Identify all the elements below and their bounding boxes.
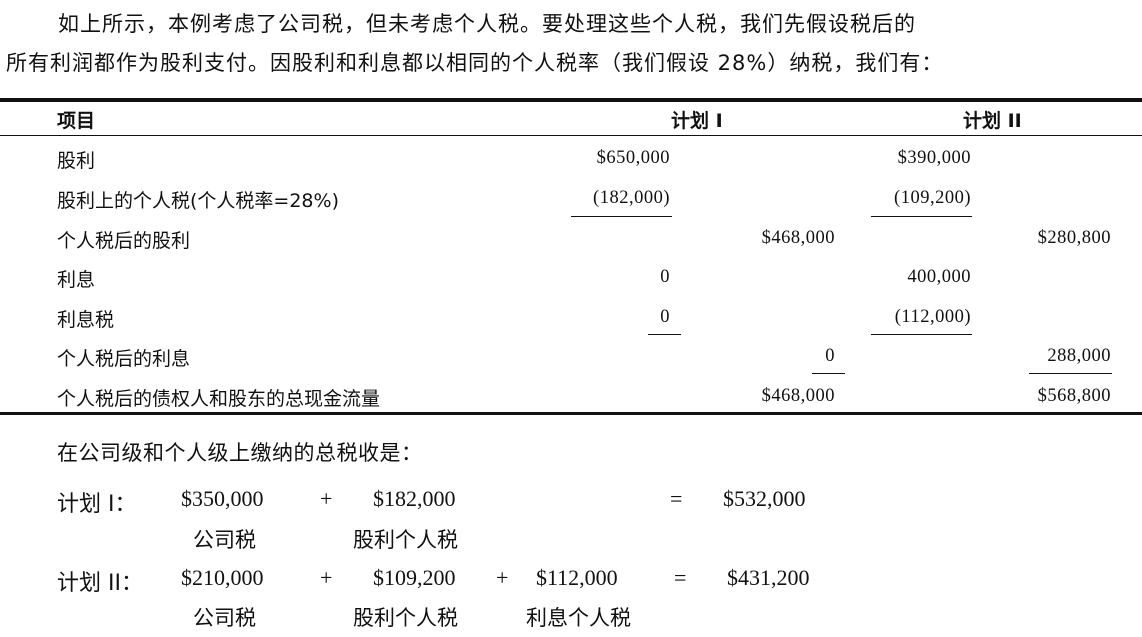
summary-plan2-interest-tax: $112,000 [536,565,618,590]
cell-plan2-dividend-tax: (109,200) [894,188,971,208]
summary-heading: 在公司级和个人级上缴纳的总税收是： [57,441,423,465]
cell-plan2-after-tax-interest: 288,000 [1047,346,1111,366]
intro-line-2: 所有利润都作为股利支付。因股利和利息都以相同的个人税率（我们假设 28%）纳税，… [6,51,944,75]
summary-plan1-total: $532,000 [723,486,806,511]
summary-plan2-plus-1: + [320,565,333,590]
underline-plan1-after-tax-interest [812,373,845,374]
summary-plan2-dividend-tax: $109,200 [373,565,456,590]
intro-line-1: 如上所示，本例考虑了公司税，但未考虑个人税。要处理这些个人税，我们先假设税后的 [58,12,916,36]
cell-plan1-dividend-tax: (182,000) [593,188,670,208]
summary-plan1-corp-caption: 公司税 [193,528,256,552]
underline-plan2-after-tax-interest [1029,373,1112,374]
header-item: 项目 [57,110,96,132]
cell-plan1-interest-tax: 0 [660,307,670,327]
underline-plan1-interest-tax [648,334,681,335]
dividend-tax-label-text: 股利上的个人税(个人税率=28%) [57,190,339,212]
cell-plan1-total-cash-flow: $468,000 [761,386,835,406]
summary-plan2-total: $431,200 [727,565,810,590]
summary-plan1-dividend-caption: 股利个人税 [353,528,458,552]
header-plan-1: 计划 I [671,110,723,132]
row-label-total-cash-flow: 个人税后的债权人和股东的总现金流量 [57,388,381,410]
cell-plan1-after-tax-interest: 0 [825,346,835,366]
cell-plan2-interest-tax: (112,000) [894,307,971,327]
summary-plan2-plus-2: + [496,565,509,590]
summary-plan1-equals: = [670,486,683,511]
underline-plan2-interest-tax [871,334,972,335]
summary-plan1-dividend-tax: $182,000 [373,486,456,511]
underline-plan1-dividend-tax [571,216,672,217]
row-label-interest-tax: 利息税 [57,309,115,331]
cell-plan1-interest: 0 [660,267,670,287]
summary-plan2-label: 计划 II： [57,571,143,596]
cell-plan2-after-tax-dividends: $280,800 [1037,228,1111,248]
header-plan-2: 计划 II [963,110,1022,132]
row-label-after-tax-dividends: 个人税后的股利 [57,230,191,252]
cell-plan2-interest: 400,000 [907,267,971,287]
summary-plan2-corp-tax: $210,000 [181,565,264,590]
cell-plan2-dividends: $390,000 [897,148,971,168]
row-label-dividend-tax: 股利上的个人税(个人税率=28%) [57,186,339,213]
table-bottom-rule [0,412,1142,415]
underline-plan2-dividend-tax [871,216,972,217]
table-header-rule [0,135,1142,136]
summary-plan2-corp-caption: 公司税 [193,606,256,630]
summary-plan2-interest-caption: 利息个人税 [526,606,631,630]
row-label-after-tax-interest: 个人税后的利息 [57,348,191,370]
table-top-rule [0,98,1142,102]
cell-plan1-dividends: $650,000 [596,148,670,168]
row-label-dividends: 股利 [57,150,96,172]
summary-plan1-corp-tax: $350,000 [181,486,264,511]
summary-plan1-plus: + [320,486,333,511]
summary-plan1-label: 计划 I： [57,492,137,517]
cell-plan1-after-tax-dividends: $468,000 [761,228,835,248]
row-label-interest: 利息 [57,269,96,291]
cell-plan2-total-cash-flow: $568,800 [1037,386,1111,406]
summary-plan2-dividend-caption: 股利个人税 [353,606,458,630]
summary-plan2-equals: = [674,565,687,590]
